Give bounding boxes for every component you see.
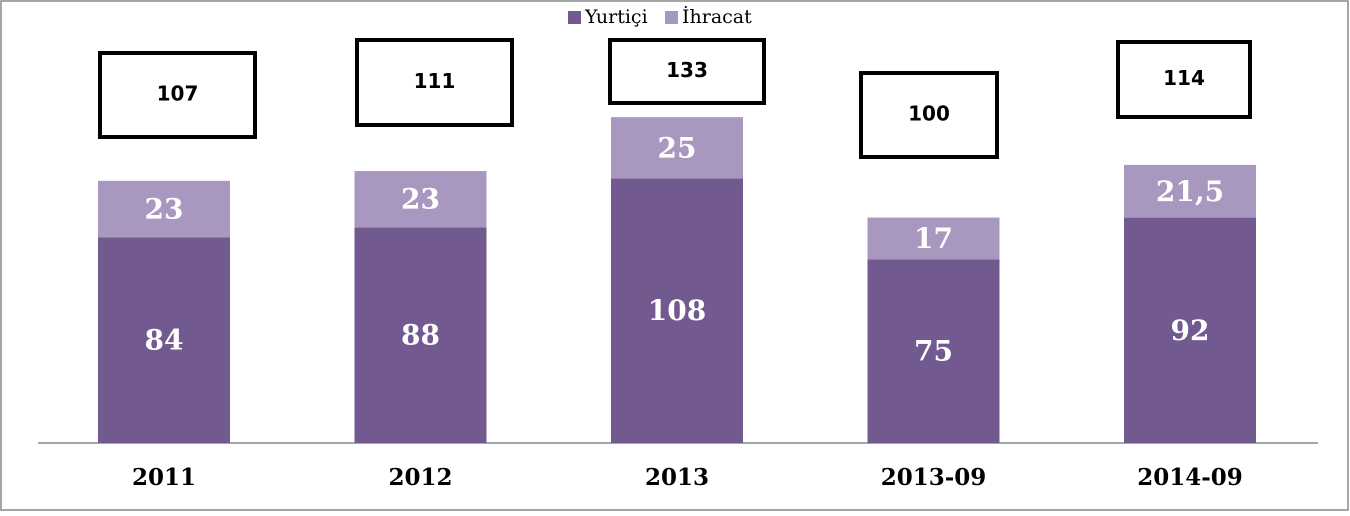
x-tick-label: 2014-09 — [1137, 464, 1243, 491]
data-label: 75 — [914, 335, 953, 368]
total-label: 107 — [157, 82, 199, 106]
total-box — [1116, 40, 1252, 119]
total-label: 100 — [908, 102, 950, 126]
bar-segment — [611, 178, 743, 443]
legend-swatch — [665, 11, 678, 24]
x-tick-label: 2013 — [645, 464, 709, 491]
x-tick-label: 2012 — [388, 464, 452, 491]
total-box — [98, 51, 257, 139]
data-label: 84 — [145, 324, 184, 357]
total-box — [859, 71, 999, 159]
data-label: 25 — [658, 131, 697, 164]
data-label: 21,5 — [1156, 175, 1224, 208]
legend-swatch — [568, 11, 581, 24]
bar-segment — [1124, 217, 1256, 443]
total-box — [608, 38, 766, 105]
data-label: 17 — [914, 222, 953, 255]
total-label: 111 — [414, 69, 456, 93]
data-label: 23 — [401, 183, 440, 216]
data-label: 23 — [145, 193, 184, 226]
bar-segment — [354, 171, 487, 228]
bar-segment — [867, 217, 1000, 260]
bar-segment — [98, 180, 230, 238]
data-label: 92 — [1171, 314, 1210, 347]
bar-segment — [867, 259, 1000, 443]
total-box — [355, 38, 514, 127]
bar-segment — [98, 237, 230, 443]
total-label: 114 — [1163, 66, 1205, 90]
x-tick-label: 2013-09 — [881, 464, 987, 491]
data-label: 88 — [401, 319, 440, 352]
total-label: 133 — [666, 58, 708, 82]
legend-label: Yurtiçi — [584, 6, 648, 28]
x-tick-label: 2011 — [132, 464, 196, 491]
bar-segment — [611, 117, 743, 179]
data-label: 108 — [648, 294, 706, 327]
bar-segment — [354, 227, 487, 443]
bar-segment — [1124, 164, 1256, 218]
legend-label: İhracat — [682, 5, 752, 28]
